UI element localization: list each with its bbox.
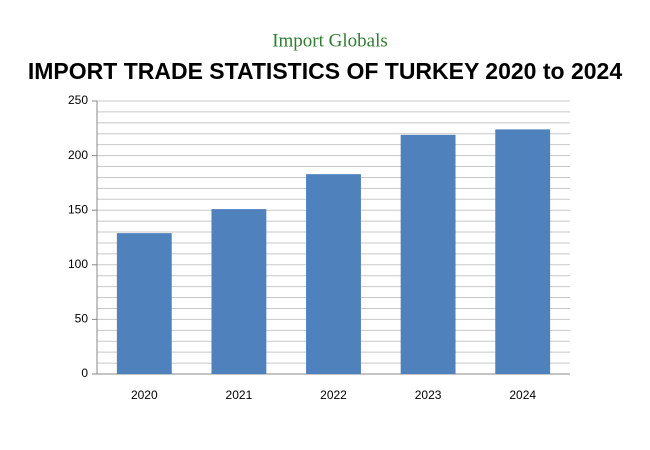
y-tick-label: 100 <box>68 257 88 271</box>
x-tick-label: 2022 <box>320 388 347 402</box>
chart-title: IMPORT TRADE STATISTICS OF TURKEY 2020 t… <box>28 58 622 84</box>
y-tick-label: 200 <box>68 148 88 162</box>
brand-logo: Import Globals <box>272 30 388 51</box>
bar <box>116 233 172 374</box>
x-tick-label: 2024 <box>509 388 536 402</box>
y-tick-label: 250 <box>68 93 88 107</box>
bar <box>211 209 267 374</box>
bar <box>400 134 456 374</box>
y-tick-label: 0 <box>81 366 88 380</box>
y-tick-label: 50 <box>75 312 89 326</box>
x-tick-label: 2023 <box>415 388 442 402</box>
x-tick-label: 2021 <box>226 388 253 402</box>
y-tick-label: 150 <box>68 202 88 216</box>
bar <box>495 129 551 374</box>
x-tick-label: 2020 <box>131 388 158 402</box>
bar <box>306 174 361 374</box>
